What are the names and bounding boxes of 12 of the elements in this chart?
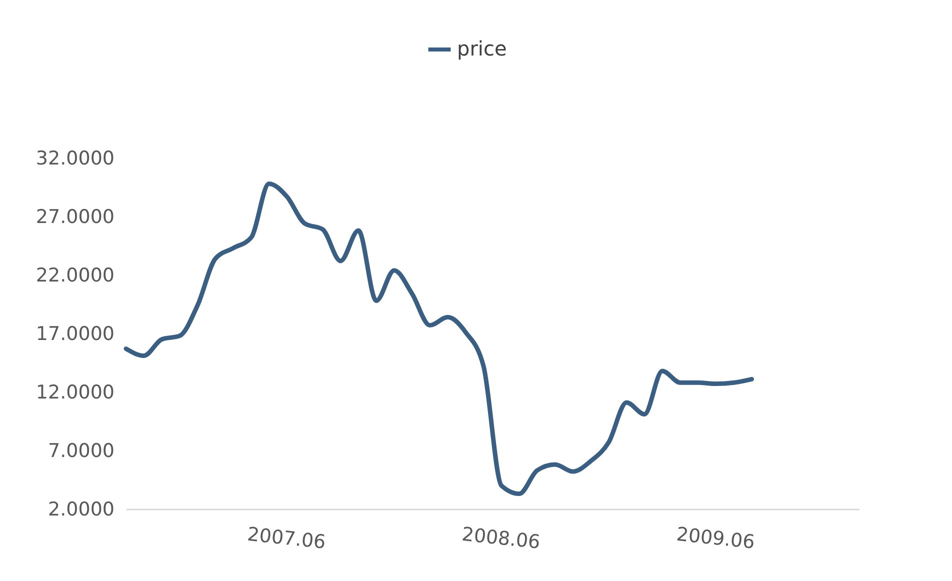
- x-tick-label: 2008.06: [460, 523, 542, 554]
- y-tick-label: 27.0000: [36, 206, 114, 228]
- legend-label: price: [457, 36, 507, 60]
- y-tick-label: 17.0000: [36, 323, 114, 345]
- y-tick-label: 22.0000: [36, 264, 114, 286]
- y-tick-label: 2.0000: [48, 498, 114, 520]
- y-tick-label: 32.0000: [36, 148, 114, 170]
- line-series: [124, 181, 754, 496]
- x-tick-label: 2007.06: [246, 523, 327, 554]
- y-tick-label: 7.0000: [48, 440, 114, 462]
- x-tick-label: 2009.06: [675, 523, 756, 554]
- y-tick-label: 12.0000: [36, 382, 114, 404]
